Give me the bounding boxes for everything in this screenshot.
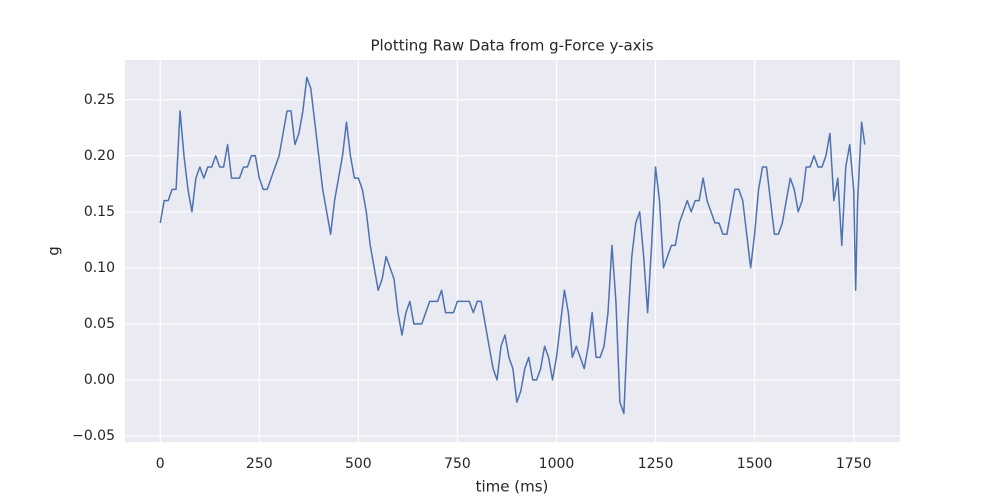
plot-area: [125, 60, 900, 442]
x-tick-label: 1250: [638, 456, 674, 472]
x-tick-label: 1750: [836, 456, 872, 472]
y-tick-label: 0.00: [84, 372, 115, 388]
x-tick-label: 500: [345, 456, 372, 472]
x-tick-label: 1000: [539, 456, 575, 472]
y-tick-label: 0.15: [84, 204, 115, 220]
y-tick-label: 0.05: [84, 316, 115, 332]
data-line: [159, 76, 866, 415]
chart-title: Plotting Raw Data from g-Force y-axis: [370, 37, 653, 55]
y-axis-label: g: [45, 246, 63, 256]
grid: [125, 60, 900, 442]
x-tick-label: 1500: [737, 456, 773, 472]
x-axis-label: time (ms): [476, 478, 549, 496]
x-tick-label: 250: [246, 456, 273, 472]
y-tick-label: 0.20: [84, 148, 115, 164]
y-tick-label: −0.05: [72, 428, 115, 444]
x-tick-label: 750: [444, 456, 471, 472]
y-tick-label: 0.25: [84, 92, 115, 108]
y-tick-label: 0.10: [84, 260, 115, 276]
x-tick-label: 0: [156, 456, 165, 472]
